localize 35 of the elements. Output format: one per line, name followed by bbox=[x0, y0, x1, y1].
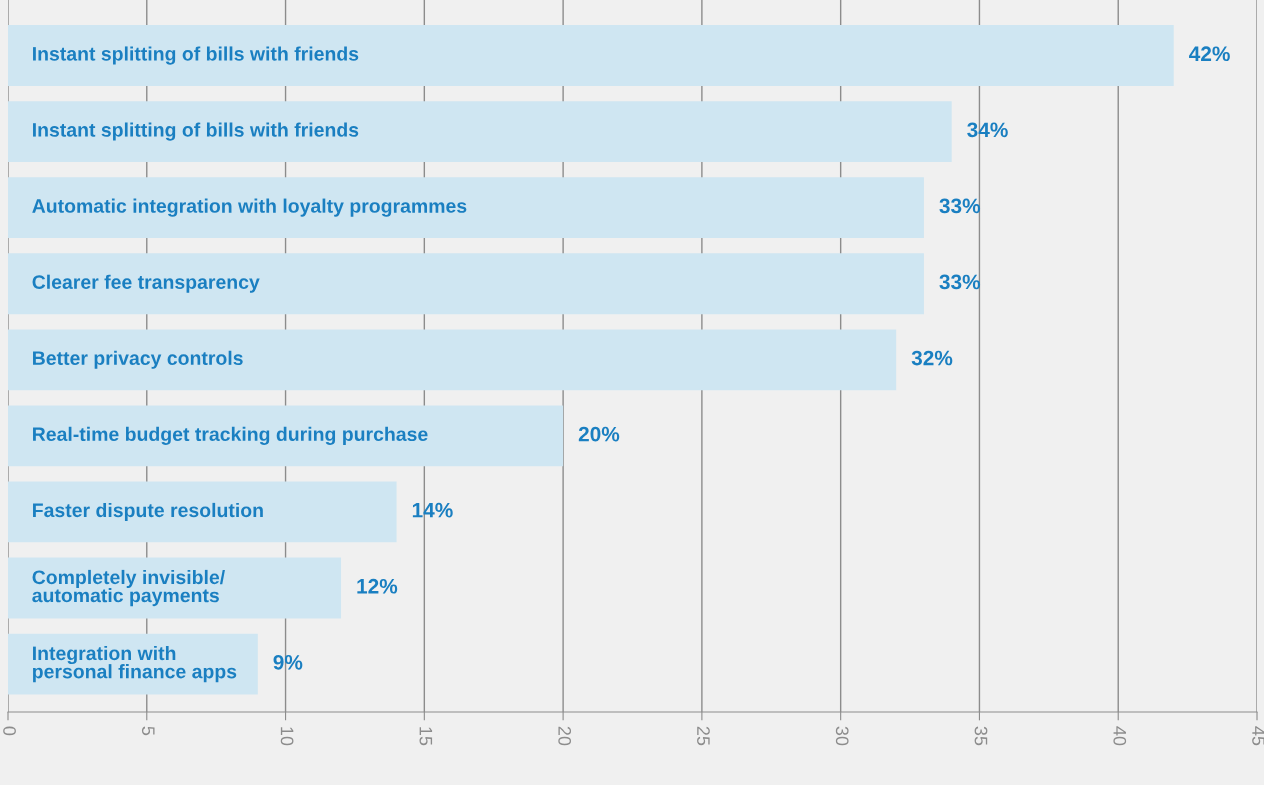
data-label: 42% bbox=[1189, 46, 1230, 62]
y-tick-label: Completely invisible/ automatic payments bbox=[32, 569, 225, 607]
x-tick-label: 10 bbox=[280, 727, 294, 746]
bar bbox=[8, 329, 897, 391]
data-label: 14% bbox=[412, 502, 453, 518]
y-tick-label: Real-time budget tracking during purchase bbox=[33, 426, 428, 445]
bar bbox=[8, 25, 1174, 86]
data-label: 33% bbox=[939, 274, 981, 290]
x-tick-label: 5 bbox=[141, 726, 155, 736]
x-tick-label: 45 bbox=[1252, 726, 1264, 746]
y-tick-label: Integration with personal finance apps bbox=[33, 645, 237, 683]
x-tick-label: 35 bbox=[974, 726, 988, 746]
x-tick-label: 20 bbox=[558, 726, 572, 746]
data-label: 9% bbox=[273, 654, 303, 670]
x-tick-label: 15 bbox=[419, 727, 433, 746]
bar bbox=[8, 253, 924, 315]
data-label: 12% bbox=[357, 578, 398, 594]
data-label: 34% bbox=[967, 122, 1008, 138]
bar bbox=[8, 177, 924, 239]
bar bbox=[8, 481, 397, 543]
data-label: 32% bbox=[911, 350, 953, 366]
y-tick-label: Instant splitting of bills with friends bbox=[33, 122, 359, 141]
bar bbox=[8, 101, 952, 163]
y-tick-label: Clearer fee transparency bbox=[32, 274, 260, 293]
x-tick-label: 40 bbox=[1113, 726, 1127, 746]
data-label: 20% bbox=[578, 426, 620, 442]
y-tick-label: Automatic integration with loyalty programmes bbox=[32, 198, 467, 217]
data-label: 33% bbox=[939, 198, 981, 214]
y-tick-label: Better privacy controls bbox=[33, 350, 243, 369]
x-tick-label: 30 bbox=[835, 726, 849, 746]
x-tick-label: 0 bbox=[3, 726, 16, 736]
bar bbox=[8, 405, 564, 467]
y-tick-label: Instant splitting of bills with friends bbox=[33, 46, 359, 65]
x-tick-label: 25 bbox=[697, 726, 710, 746]
y-tick-label: Faster dispute resolution bbox=[33, 502, 263, 521]
